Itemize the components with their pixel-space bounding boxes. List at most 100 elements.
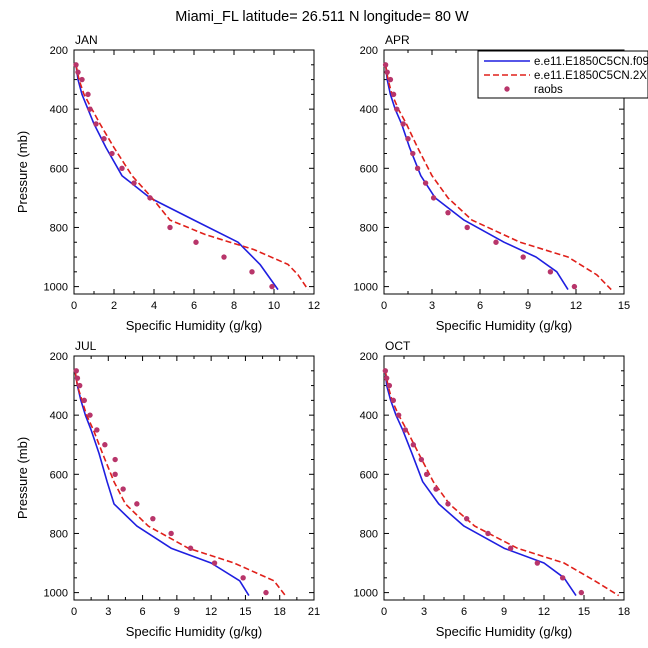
raobs-point bbox=[134, 501, 140, 507]
legend-label-2x: e.e11.E1850C5CN.2X bbox=[534, 70, 647, 82]
raobs-point bbox=[150, 515, 156, 522]
raobs-point bbox=[81, 397, 87, 404]
figure-title: Miami_FL latitude= 26.511 N longitude= 8… bbox=[175, 9, 469, 25]
x-tick-label: 15 bbox=[618, 300, 630, 312]
raobs-point bbox=[119, 165, 125, 172]
legend: e.e11.E1850C5CN.f09 e.e11.E1850C5CN.2X r… bbox=[477, 50, 648, 99]
plot-area: 0 3 6 9 12 15 18 200 400 600 800 1000 bbox=[354, 351, 631, 618]
y-tick-label: 200 bbox=[50, 45, 68, 57]
raobs-point bbox=[395, 412, 402, 418]
x-tick-label: 12 bbox=[205, 606, 217, 618]
raobs-point bbox=[534, 560, 541, 566]
raobs-point bbox=[384, 69, 390, 75]
x-tick-label: 2 bbox=[111, 300, 117, 312]
raobs-point bbox=[93, 121, 99, 127]
raobs-point bbox=[423, 471, 430, 478]
legend-label-f09: e.e11.E1850C5CN.f09 bbox=[534, 56, 648, 68]
series-line-2x bbox=[75, 64, 309, 291]
panel-oct: OCT 0 3 6 9 12 15 18 200 400 600 800 1000 Specific … bbox=[354, 339, 631, 639]
raobs-point bbox=[109, 150, 115, 157]
x-tick-label: 0 bbox=[381, 300, 387, 312]
raobs-point bbox=[101, 136, 107, 142]
raobs-point bbox=[112, 471, 118, 478]
raobs-point bbox=[73, 62, 79, 68]
raobs-point bbox=[571, 283, 578, 290]
x-tick-label: 15 bbox=[239, 606, 251, 618]
raobs-point bbox=[75, 69, 81, 75]
raobs-point bbox=[167, 224, 173, 231]
raobs-point bbox=[547, 269, 554, 275]
y-tick-label: 800 bbox=[50, 222, 68, 234]
x-tick-label: 12 bbox=[538, 606, 550, 618]
raobs-point bbox=[394, 106, 400, 112]
plot-area: 0 3 6 9 12 15 18 21 200 400 600 800 1000 bbox=[44, 351, 321, 618]
y-tick-label: 200 bbox=[360, 45, 378, 57]
raobs-point bbox=[383, 375, 390, 381]
y-axis-title: Pressure (mb) bbox=[15, 131, 30, 213]
raobs-point bbox=[433, 486, 439, 492]
raobs-point bbox=[131, 180, 137, 186]
x-tick-label: 6 bbox=[461, 606, 467, 618]
raobs-point bbox=[263, 589, 269, 596]
raobs-point bbox=[168, 530, 174, 537]
raobs-point bbox=[578, 589, 585, 596]
raobs-point bbox=[390, 91, 397, 98]
x-tick-label: 6 bbox=[477, 300, 483, 312]
raobs-point bbox=[240, 575, 246, 581]
x-axis-title: Specific Humidity (g/kg) bbox=[126, 624, 263, 639]
raobs-point bbox=[77, 382, 83, 389]
panel-label: JUL bbox=[75, 339, 97, 353]
raobs-point bbox=[112, 456, 118, 463]
raobs-point bbox=[387, 76, 394, 83]
x-axis-title: Specific Humidity (g/kg) bbox=[436, 624, 573, 639]
y-tick-label: 1000 bbox=[354, 282, 378, 294]
raobs-point bbox=[74, 375, 81, 381]
raobs-point bbox=[382, 62, 389, 68]
panel-jan: JAN 0 2 4 6 8 10 12 200 400 600 800 1000 Specific H… bbox=[15, 33, 320, 333]
raobs-point bbox=[79, 76, 85, 83]
panel-label: JAN bbox=[75, 33, 98, 47]
raobs-point bbox=[402, 427, 409, 433]
x-axis-title: Specific Humidity (g/kg) bbox=[126, 318, 263, 333]
y-tick-label: 800 bbox=[360, 528, 378, 540]
panel-jul: JUL 0 3 6 9 12 15 18 21 200 400 600 800 1000 Specifi… bbox=[15, 339, 320, 639]
raobs-point bbox=[85, 91, 91, 98]
raobs-point bbox=[485, 530, 491, 537]
legend-label-raobs: raobs bbox=[534, 84, 563, 96]
raobs-point bbox=[422, 180, 429, 186]
raobs-point bbox=[87, 106, 93, 112]
x-tick-label: 9 bbox=[525, 300, 531, 312]
y-tick-label: 400 bbox=[360, 410, 378, 422]
raobs-point bbox=[147, 195, 153, 201]
raobs-point bbox=[193, 239, 199, 245]
raobs-point bbox=[269, 283, 275, 290]
y-tick-label: 600 bbox=[50, 163, 68, 175]
raobs-point bbox=[493, 239, 499, 245]
plot-area: 0 3 6 9 12 15 200 400 600 800 1000 bbox=[354, 45, 631, 312]
raobs-point bbox=[120, 486, 126, 492]
y-axis-title: Pressure (mb) bbox=[15, 437, 30, 519]
y-tick-label: 800 bbox=[360, 222, 378, 234]
plot-frame bbox=[73, 49, 315, 295]
raobs-point bbox=[410, 150, 416, 157]
y-tick-label: 400 bbox=[50, 410, 68, 422]
x-tick-label: 21 bbox=[308, 606, 320, 618]
plot-frame bbox=[73, 355, 315, 601]
raobs-point bbox=[463, 515, 470, 522]
y-tick-label: 200 bbox=[50, 351, 68, 363]
x-tick-label: 0 bbox=[71, 300, 77, 312]
raobs-point bbox=[94, 427, 100, 433]
raobs-point bbox=[382, 368, 389, 374]
x-tick-label: 15 bbox=[578, 606, 590, 618]
y-tick-label: 400 bbox=[360, 104, 378, 116]
x-tick-label: 9 bbox=[174, 606, 180, 618]
y-tick-label: 1000 bbox=[44, 282, 68, 294]
y-tick-label: 800 bbox=[50, 528, 68, 540]
raobs-point bbox=[414, 165, 421, 172]
y-tick-label: 400 bbox=[50, 104, 68, 116]
raobs-point bbox=[559, 575, 566, 581]
raobs-point bbox=[464, 224, 470, 231]
raobs-point bbox=[400, 121, 406, 127]
raobs-point bbox=[221, 254, 227, 260]
raobs-point bbox=[249, 269, 255, 275]
